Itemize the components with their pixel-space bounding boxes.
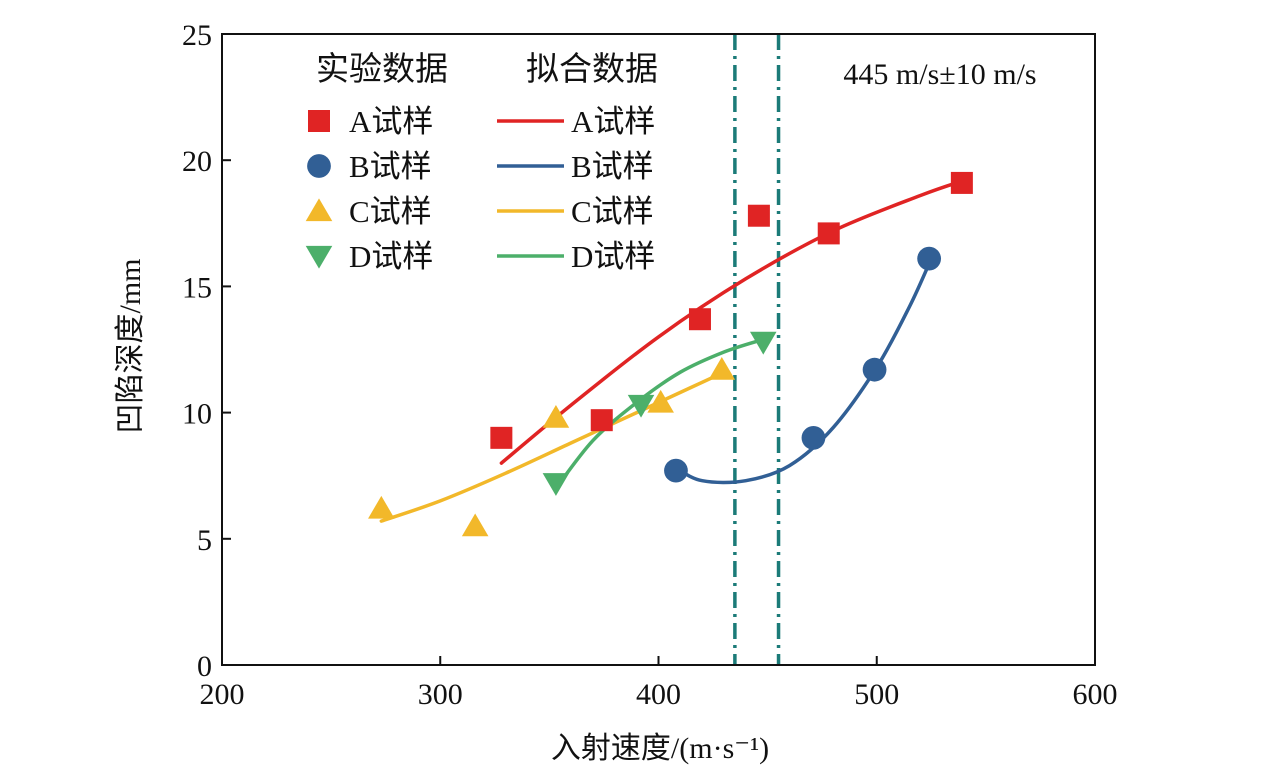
y-tick-label-15: 15 bbox=[182, 271, 212, 304]
fit-line-2 bbox=[379, 370, 726, 523]
data-point-0-0 bbox=[490, 426, 513, 449]
legend-label-exp-2: C试样 bbox=[349, 194, 432, 229]
y-axis-title: 凹陷深度/mm bbox=[114, 258, 147, 433]
data-point-2-2 bbox=[542, 404, 570, 428]
y-tick-label-5: 5 bbox=[197, 524, 212, 557]
data-point-1-3 bbox=[917, 246, 942, 271]
data-point-2-3 bbox=[647, 389, 674, 413]
legend-label-fit-1: B试样 bbox=[571, 149, 654, 184]
data-point-1-0 bbox=[664, 458, 688, 483]
x-tick-label-400: 400 bbox=[636, 678, 681, 711]
y-tick-label-20: 20 bbox=[182, 145, 212, 178]
legend-label-exp-1: B试样 bbox=[349, 149, 432, 184]
y-tick-label-25: 25 bbox=[182, 19, 212, 52]
fit-line-3 bbox=[554, 337, 766, 491]
data-point-3-1 bbox=[627, 394, 655, 418]
data-point-0-4 bbox=[817, 222, 840, 245]
velocity-annotation: 445 m/s±10 m/s bbox=[843, 58, 1036, 91]
data-point-0-1 bbox=[590, 409, 613, 432]
fit-line-0 bbox=[499, 178, 966, 465]
x-tick-label-600: 600 bbox=[1073, 678, 1118, 711]
legend-label-fit-2: C试样 bbox=[571, 194, 654, 229]
data-point-2-0 bbox=[368, 495, 395, 519]
legend-label-exp-3: D试样 bbox=[349, 239, 433, 274]
data-point-0-3 bbox=[747, 204, 770, 227]
y-tick-label-10: 10 bbox=[182, 398, 212, 431]
x-tick-label-200: 200 bbox=[200, 678, 245, 711]
legend-label-fit-0: A试样 bbox=[571, 104, 655, 139]
x-tick-label-300: 300 bbox=[418, 678, 463, 711]
data-point-2-4 bbox=[708, 357, 736, 380]
data-point-1-1 bbox=[801, 425, 826, 450]
legend-marker-1 bbox=[307, 154, 331, 178]
legend-label-fit-3: D试样 bbox=[571, 239, 655, 274]
legend-marker-2 bbox=[305, 198, 333, 222]
legend-header-fitted: 拟合数据 bbox=[526, 51, 658, 88]
x-axis-title: 入射速度/(m·s⁻¹) bbox=[551, 732, 769, 765]
y-tick-label-0: 0 bbox=[197, 650, 212, 683]
data-point-0-5 bbox=[950, 171, 973, 194]
legend-marker-3 bbox=[305, 245, 333, 269]
data-point-3-0 bbox=[542, 473, 570, 496]
legend-label-exp-0: A试样 bbox=[349, 104, 433, 139]
legend-marker-0 bbox=[308, 110, 330, 132]
x-tick-label-500: 500 bbox=[854, 678, 899, 711]
data-point-0-2 bbox=[688, 308, 711, 331]
data-point-3-2 bbox=[749, 331, 777, 355]
data-point-2-1 bbox=[461, 513, 489, 537]
legend-header-experimental: 实验数据 bbox=[316, 51, 448, 88]
data-point-1-2 bbox=[862, 357, 887, 382]
